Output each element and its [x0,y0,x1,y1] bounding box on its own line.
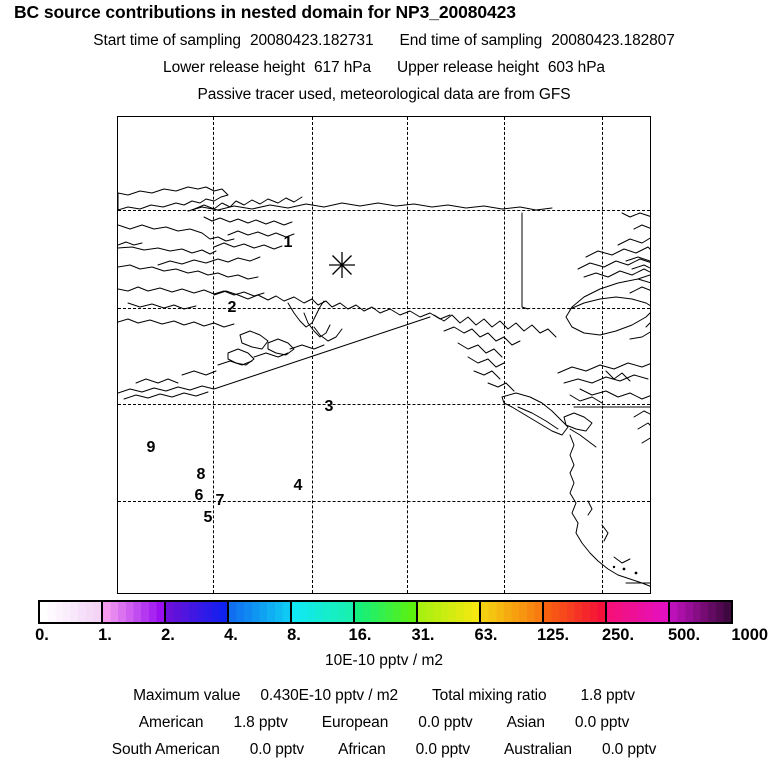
colorbar-band [292,602,355,622]
region-african-value: 0.0 pptv [415,741,470,758]
colorbar-band [229,602,292,622]
colorbar-unit-label: 10E-10 pptv / m2 [324,652,444,669]
colorbar-tick: 1. [98,626,112,644]
colorbar-tick: 125. [536,626,570,644]
colorbar-band [670,602,731,622]
colorbar-tick: 31. [411,626,435,644]
colorbar-band [418,602,481,622]
colorbar-band [355,602,418,622]
region-asian-label: Asian [506,714,545,731]
colorbar-bands [38,600,733,624]
colorbar-band [607,602,670,622]
colorbar-tick: 1000. [731,626,768,644]
colorbar-tick: 500. [667,626,701,644]
colorbar-band [166,602,229,622]
region-european-value: 0.0 pptv [418,714,473,731]
colorbar-band [544,602,607,622]
sampling-time-line: Start time of sampling 20080423.182731 End… [0,32,768,50]
end-time-value: 20080423.182807 [551,32,675,49]
region-south-american-label: South American [111,741,220,758]
total-mixing-ratio-value: 1.8 pptv [580,687,635,704]
map-panel[interactable]: 1 2 3 4 5 6 7 8 9 [117,116,651,594]
colorbar-tick: 8. [287,626,301,644]
colorbar-band [40,602,103,622]
region-american-label: American [138,714,204,731]
colorbar[interactable]: 0. 1. 2. 4. 8. 16. 31. 63. 125. 250. 500… [35,600,768,644]
colorbar-tick: 4. [224,626,238,644]
coastline-layer [118,186,650,587]
region-label-1: 1 [283,234,293,251]
colorbar-band [481,602,544,622]
release-point-marker [329,252,355,278]
stats-row: South American 0.0 pptv African 0.0 pptv Aus… [0,741,768,759]
tracer-note: Passive tracer used, meteorological data… [197,86,571,103]
region-australian-value: 0.0 pptv [601,741,657,758]
region-label-2: 2 [227,299,237,316]
region-australian-label: Australian [504,741,572,758]
region-label-3: 3 [324,398,334,415]
lower-release-value: 617 hPa [313,59,371,76]
colorbar-tick: 0. [35,626,49,644]
colorbar-tick: 2. [161,626,175,644]
region-american-value: 1.8 pptv [233,714,288,731]
start-time-value: 20080423.182731 [249,32,374,49]
start-time-label: Start time of sampling [93,32,241,49]
region-european-label: European [321,714,389,731]
upper-release-label: Upper release height [397,59,539,76]
lower-release-label: Lower release height [163,59,305,76]
region-asian-value: 0.0 pptv [574,714,630,731]
colorbar-tick-labels: 0. 1. 2. 4. 8. 16. 31. 63. 125. 250. 500… [35,626,768,646]
stats-row: American 1.8 pptv European 0.0 pptv Asian 0.0… [0,714,768,732]
max-value-label: Maximum value [133,687,241,704]
total-mixing-ratio-label: Total mixing ratio [432,687,547,704]
stats-summary-row: Maximum value 0.430E-10 pptv / m2 Total mi… [0,687,768,705]
colorbar-tick: 16. [348,626,372,644]
release-height-line: Lower release height 617 hPa Upper release… [0,59,768,77]
region-african-label: African [338,741,386,758]
region-label-7: 7 [215,492,225,509]
colorbar-tick: 250. [601,626,635,644]
upper-release-value: 603 hPa [547,59,605,76]
colorbar-tick: 63. [474,626,498,644]
colorbar-band [103,602,166,622]
end-time-label: End time of sampling [399,32,543,49]
region-south-american-value: 0.0 pptv [249,741,305,758]
page-title: BC source contributions in nested domain… [14,2,516,22]
region-label-8: 8 [196,466,206,483]
region-label-6: 6 [194,487,204,504]
region-label-9: 9 [146,439,156,456]
region-label-5: 5 [203,509,213,526]
region-label-4: 4 [293,477,303,494]
max-value: 0.430E-10 pptv / m2 [260,687,399,704]
